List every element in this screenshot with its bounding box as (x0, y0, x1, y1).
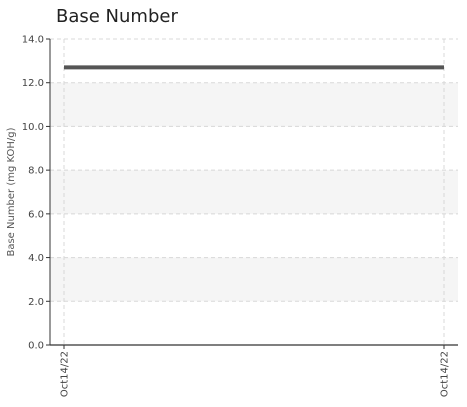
y-tick-label: 10.0 (22, 122, 44, 133)
axes (49, 39, 458, 346)
x-tick-label: Oct14/22 (60, 351, 71, 397)
chart-title: Base Number (56, 6, 178, 27)
plot-band (50, 82, 458, 127)
y-tick-label: 14.0 (22, 35, 44, 46)
y-tick-label: 0.0 (28, 341, 44, 352)
plot-bands (50, 82, 458, 302)
y-tick-label: 8.0 (28, 166, 44, 177)
y-tick-label: 4.0 (28, 253, 44, 264)
y-tick-labels: 0.0 2.0 4.0 6.0 8.0 10.0 12.0 14.0 (22, 35, 44, 352)
plot-band (50, 170, 458, 214)
y-axis-label: Base Number (mg KOH/g) (6, 127, 17, 256)
x-tick-label: Oct14/22 (440, 351, 451, 397)
x-tick-labels: Oct14/22 Oct14/22 (60, 345, 451, 397)
y-tick-label: 2.0 (28, 297, 44, 308)
y-tick-label: 12.0 (22, 78, 44, 89)
grid-lines (46, 38, 458, 346)
y-tick-label: 6.0 (28, 209, 44, 220)
plot-band (50, 257, 458, 302)
